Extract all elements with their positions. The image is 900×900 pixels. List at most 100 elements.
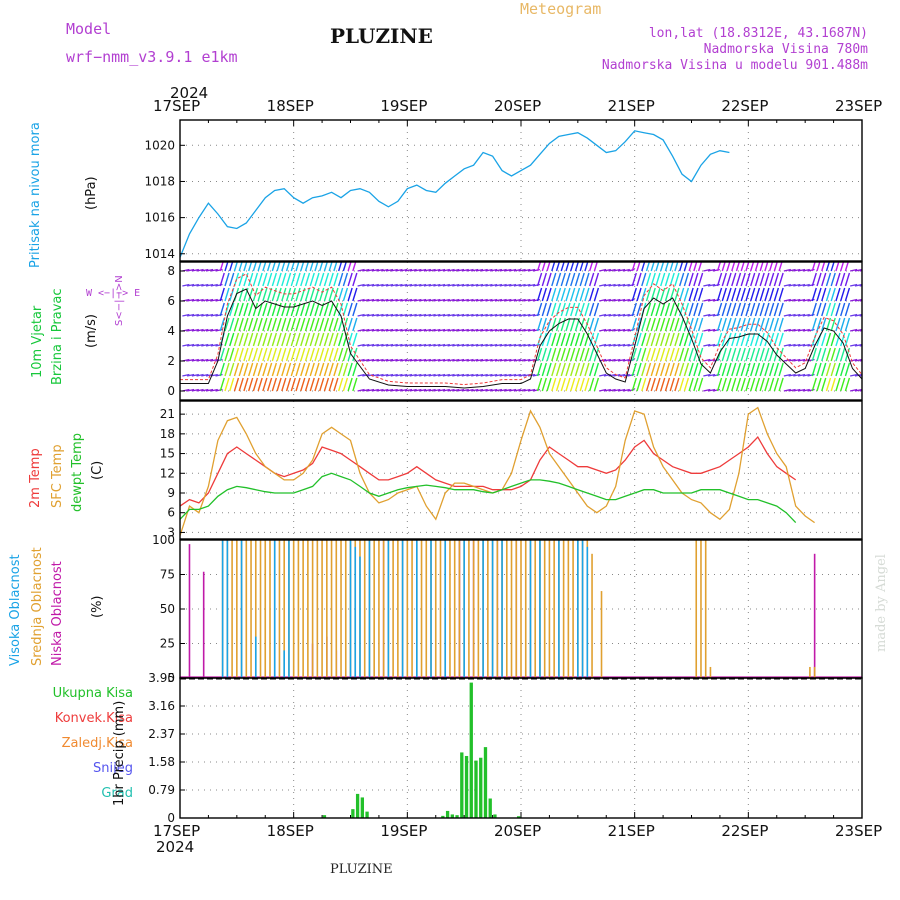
wind-barb: [669, 317, 675, 332]
wind-barb: [499, 343, 507, 347]
wind-barb: [509, 283, 517, 287]
wind-barb: [485, 298, 493, 302]
top-date-label: 23SEP: [835, 97, 883, 115]
wind-barb: [716, 332, 723, 347]
elevation-label: Nadmorska Visina 780m: [703, 42, 868, 57]
wind-barb: [641, 287, 647, 302]
wind-barb: [674, 347, 680, 362]
wind-barb: [570, 347, 576, 362]
wind-barb: [252, 347, 259, 362]
wind-barb: [347, 362, 353, 377]
wind-barb: [404, 388, 413, 392]
wind-barb: [409, 373, 417, 377]
wind-barb: [768, 332, 775, 347]
wind-barb: [750, 377, 756, 392]
wind-barb: [428, 373, 436, 377]
wind-barb: [257, 272, 263, 287]
wind-barb: [352, 347, 358, 362]
wind-barb: [376, 343, 384, 347]
wind-barb: [840, 302, 846, 317]
wind-barb: [793, 343, 801, 347]
wind-barb: [750, 272, 756, 287]
wind-barb: [589, 317, 595, 332]
wind-barb: [627, 358, 635, 362]
wind-barb: [494, 373, 503, 377]
wind-barb: [617, 388, 626, 392]
wind-barb: [536, 377, 543, 392]
wind-barb: [518, 313, 526, 317]
wind-barb: [707, 388, 716, 392]
bottom-year-label: 2024: [156, 838, 195, 856]
wind-barb: [627, 298, 635, 302]
wind-barb: [859, 329, 862, 332]
wind-barb: [210, 283, 218, 287]
wind-barb: [527, 268, 536, 272]
wind-barb: [726, 317, 732, 332]
wind-barb: [735, 362, 742, 377]
wind-barb: [428, 298, 436, 302]
y-tick-label: 1018: [144, 174, 175, 188]
wind-barb: [750, 262, 755, 272]
wind-barb: [716, 347, 723, 362]
wind-barb: [674, 287, 680, 302]
wind-barb: [314, 272, 320, 287]
wind-barb: [513, 328, 522, 332]
wind-barb: [304, 302, 311, 317]
wind-barb: [745, 362, 751, 377]
wind-barb: [532, 373, 540, 377]
precip-bar: [460, 752, 464, 818]
wind-barb: [252, 272, 259, 287]
y-tick-label: 3.16: [148, 699, 175, 713]
wind-barb: [342, 287, 349, 302]
wind-barb: [219, 317, 225, 332]
wind-barb: [419, 313, 427, 317]
wind-barb: [835, 332, 841, 347]
wind-barb: [201, 283, 209, 287]
wind-barb: [631, 302, 637, 317]
wind-barb: [262, 272, 268, 287]
wind-barb: [551, 317, 557, 332]
wind-barb: [295, 332, 301, 347]
wind-barb: [494, 283, 503, 287]
wind-barb: [807, 268, 815, 272]
wind-barb: [627, 343, 635, 347]
wind-barb: [788, 298, 796, 302]
wind-barb: [276, 347, 282, 362]
wind-barb: [490, 283, 498, 287]
precip-bar: [355, 793, 360, 818]
wind-barb: [579, 332, 585, 347]
wind-barb: [788, 283, 796, 287]
wind-barb: [281, 302, 287, 317]
wind-barb: [342, 377, 349, 392]
wind-barb: [593, 302, 600, 317]
y-tick-label: 2.37: [148, 727, 175, 741]
wind-barb: [716, 377, 723, 392]
wind-barb: [678, 302, 685, 317]
wind-barb: [347, 302, 353, 317]
wind-barb: [485, 388, 493, 392]
bottom-date-label: 19SEP: [380, 822, 428, 840]
wind-barb: [300, 302, 306, 317]
wind-barb: [300, 272, 306, 287]
wind-barb: [807, 373, 815, 377]
wind-barb: [357, 283, 365, 287]
wind-barb: [527, 328, 536, 332]
wind-barb: [276, 362, 282, 377]
wind-barb: [759, 287, 765, 302]
wind-barb: [703, 358, 711, 362]
wind-barb: [617, 298, 626, 302]
wind-barb: [844, 332, 851, 347]
wind-barb: [735, 262, 740, 272]
wind-barb: [238, 347, 244, 362]
wind-barb: [442, 358, 451, 362]
wind-barb: [825, 287, 832, 302]
wind-barb: [669, 347, 675, 362]
wind-barb: [551, 287, 557, 302]
wind-barb: [735, 302, 742, 317]
wind-barb: [328, 302, 334, 317]
wind-barb: [513, 373, 522, 377]
wind-barb: [400, 388, 408, 392]
wind-barb: [342, 272, 349, 287]
wind-barb: [390, 313, 398, 317]
wind-barb: [693, 332, 699, 347]
